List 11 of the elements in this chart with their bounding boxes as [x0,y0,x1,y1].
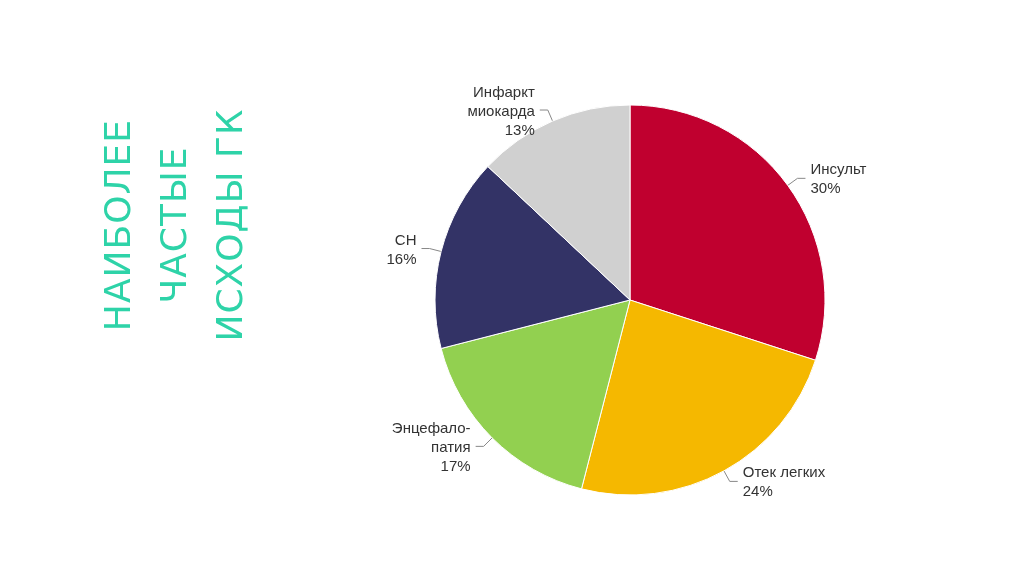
slice-label: Инфаркт миокарда [467,82,536,119]
slice-label: СН [394,230,417,248]
slice-label: Отек легких [742,463,826,481]
data-label: 17% [440,456,471,474]
slice-label: Инсульт [810,160,867,178]
data-label: 30% [810,179,841,197]
slice-label: Энцефало- патия [391,418,471,455]
data-label: 16% [386,249,417,267]
data-label: 24% [742,482,773,500]
text: НАИБОЛЕЕ ЧАСТЫЕ ИСХОДЫ ГК [96,107,251,344]
data-label: 13% [504,120,535,138]
